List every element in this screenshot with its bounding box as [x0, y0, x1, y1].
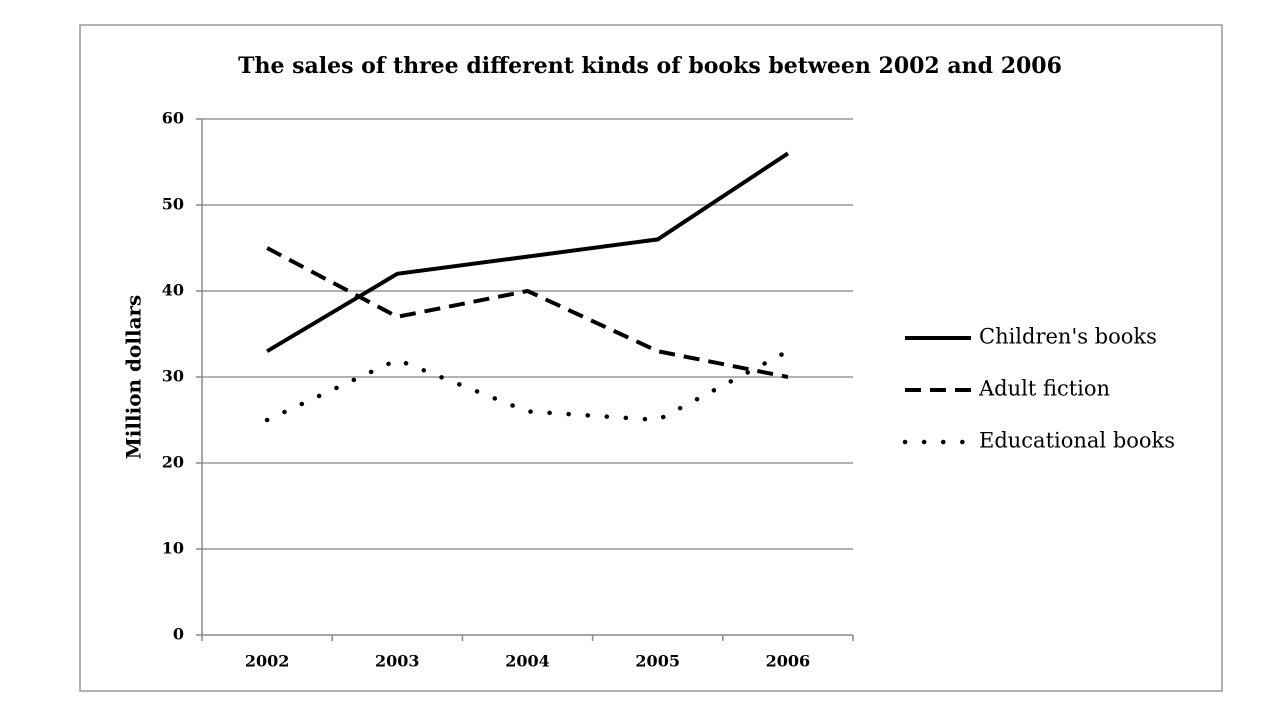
x-tick-label: 2002	[245, 652, 290, 671]
y-tick-label: 50	[162, 195, 184, 214]
y-tick-label: 40	[162, 281, 184, 300]
y-tick-label: 30	[162, 367, 184, 386]
legend-label: Adult fiction	[978, 377, 1110, 401]
chart-title: The sales of three different kinds of bo…	[238, 53, 1062, 79]
series-line	[266, 246, 789, 379]
y-tick-label: 60	[162, 109, 184, 128]
x-tick-label: 2006	[766, 652, 811, 671]
series-line	[264, 348, 791, 423]
y-tick-label: 20	[162, 453, 184, 472]
y-tick-label: 10	[162, 539, 184, 558]
series-line	[266, 151, 790, 353]
y-axis-label: Million dollars	[122, 295, 146, 460]
chart-frame	[79, 24, 1223, 692]
x-tick-label: 2005	[635, 652, 680, 671]
legend-label: Educational books	[979, 429, 1175, 453]
x-tick-label: 2004	[505, 652, 550, 671]
legend-label: Children's books	[979, 325, 1157, 349]
x-tick-label: 2003	[375, 652, 420, 671]
y-tick-label: 0	[173, 625, 184, 644]
